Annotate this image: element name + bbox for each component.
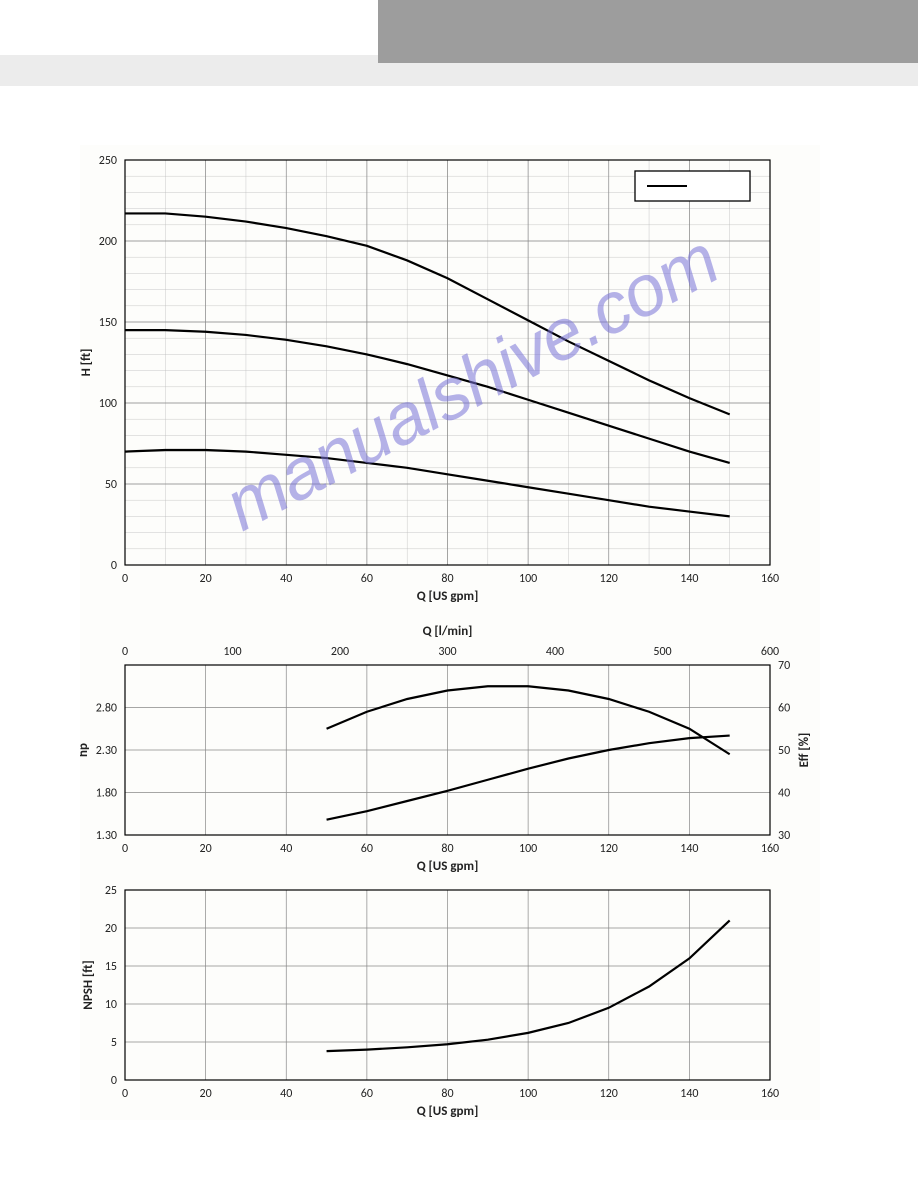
svg-text:Eff [%]: Eff [%]	[797, 733, 812, 768]
svg-text:160: 160	[761, 572, 779, 586]
svg-text:500: 500	[653, 645, 671, 659]
svg-text:5: 5	[111, 1036, 117, 1050]
svg-text:40: 40	[778, 787, 790, 801]
svg-text:2.30: 2.30	[96, 744, 117, 758]
curve-lower	[125, 450, 730, 516]
curve-upper	[125, 213, 730, 414]
svg-text:0: 0	[111, 559, 117, 573]
svg-text:100: 100	[519, 572, 537, 586]
svg-text:120: 120	[600, 842, 618, 856]
svg-text:20: 20	[200, 842, 212, 856]
svg-text:70: 70	[778, 659, 790, 673]
svg-text:2.80: 2.80	[96, 702, 117, 716]
svg-text:120: 120	[600, 1087, 618, 1101]
svg-text:160: 160	[761, 842, 779, 856]
svg-text:0: 0	[122, 842, 128, 856]
svg-text:0: 0	[122, 1087, 128, 1101]
svg-text:60: 60	[778, 702, 790, 716]
svg-text:40: 40	[280, 572, 292, 586]
svg-text:140: 140	[680, 572, 698, 586]
svg-text:30: 30	[778, 829, 790, 843]
svg-text:Q [l/min]: Q [l/min]	[423, 624, 473, 639]
svg-text:20: 20	[200, 572, 212, 586]
chart-figure-area: manualshive.com 020406080100120140160050…	[80, 145, 820, 1120]
svg-text:1.30: 1.30	[96, 829, 117, 843]
svg-text:60: 60	[361, 572, 373, 586]
svg-text:250: 250	[99, 154, 117, 168]
svg-text:140: 140	[680, 1087, 698, 1101]
pump-curves-svg: 020406080100120140160050100150200250Q [U…	[80, 145, 820, 1120]
svg-text:0: 0	[122, 645, 128, 659]
svg-text:200: 200	[99, 235, 117, 249]
svg-text:1.80: 1.80	[96, 787, 117, 801]
svg-text:60: 60	[361, 842, 373, 856]
svg-text:Q [US gpm]: Q [US gpm]	[417, 859, 479, 874]
svg-text:50: 50	[105, 478, 117, 492]
svg-text:0: 0	[111, 1074, 117, 1088]
svg-text:hp: hp	[80, 743, 91, 757]
svg-text:15: 15	[105, 960, 117, 974]
svg-text:100: 100	[519, 1087, 537, 1101]
svg-text:20: 20	[105, 922, 117, 936]
svg-text:20: 20	[200, 1087, 212, 1101]
svg-text:100: 100	[223, 645, 241, 659]
svg-text:100: 100	[99, 397, 117, 411]
svg-text:400: 400	[546, 645, 564, 659]
svg-text:60: 60	[361, 1087, 373, 1101]
svg-text:100: 100	[519, 842, 537, 856]
svg-text:200: 200	[331, 645, 349, 659]
svg-text:40: 40	[280, 1087, 292, 1101]
svg-text:300: 300	[438, 645, 456, 659]
svg-text:10: 10	[105, 998, 117, 1012]
svg-text:150: 150	[99, 316, 117, 330]
svg-text:40: 40	[280, 842, 292, 856]
curve-middle	[125, 330, 730, 463]
svg-text:80: 80	[441, 1087, 453, 1101]
svg-text:140: 140	[680, 842, 698, 856]
svg-text:80: 80	[441, 842, 453, 856]
svg-text:600: 600	[761, 645, 779, 659]
svg-text:80: 80	[441, 572, 453, 586]
svg-text:50: 50	[778, 744, 790, 758]
header-bar-dark	[378, 0, 918, 63]
svg-text:NPSH [ft]: NPSH [ft]	[81, 960, 96, 1009]
svg-text:25: 25	[105, 884, 117, 898]
svg-text:Q [US gpm]: Q [US gpm]	[417, 1104, 479, 1119]
svg-text:Q [US gpm]: Q [US gpm]	[417, 589, 479, 604]
svg-text:0: 0	[122, 572, 128, 586]
svg-text:160: 160	[761, 1087, 779, 1101]
svg-text:H [ft]: H [ft]	[80, 349, 94, 377]
svg-text:120: 120	[600, 572, 618, 586]
